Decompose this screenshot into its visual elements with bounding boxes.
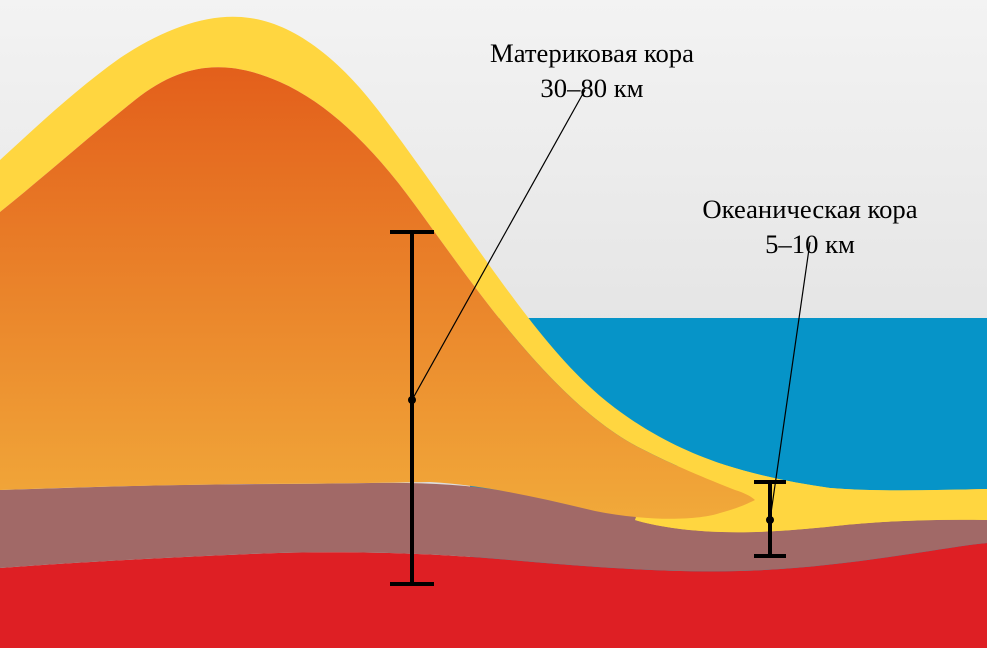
crust-diagram: Материковая кора 30–80 км Океаническая к…: [0, 0, 987, 648]
oceanic-label: Океаническая кора 5–10 км: [702, 192, 917, 261]
continental-label: Материковая кора 30–80 км: [490, 36, 694, 105]
oceanic-label-title: Океаническая кора: [702, 192, 917, 227]
oceanic-label-subtitle: 5–10 км: [702, 227, 917, 262]
continental-label-subtitle: 30–80 км: [490, 71, 694, 106]
continental-label-title: Материковая кора: [490, 36, 694, 71]
